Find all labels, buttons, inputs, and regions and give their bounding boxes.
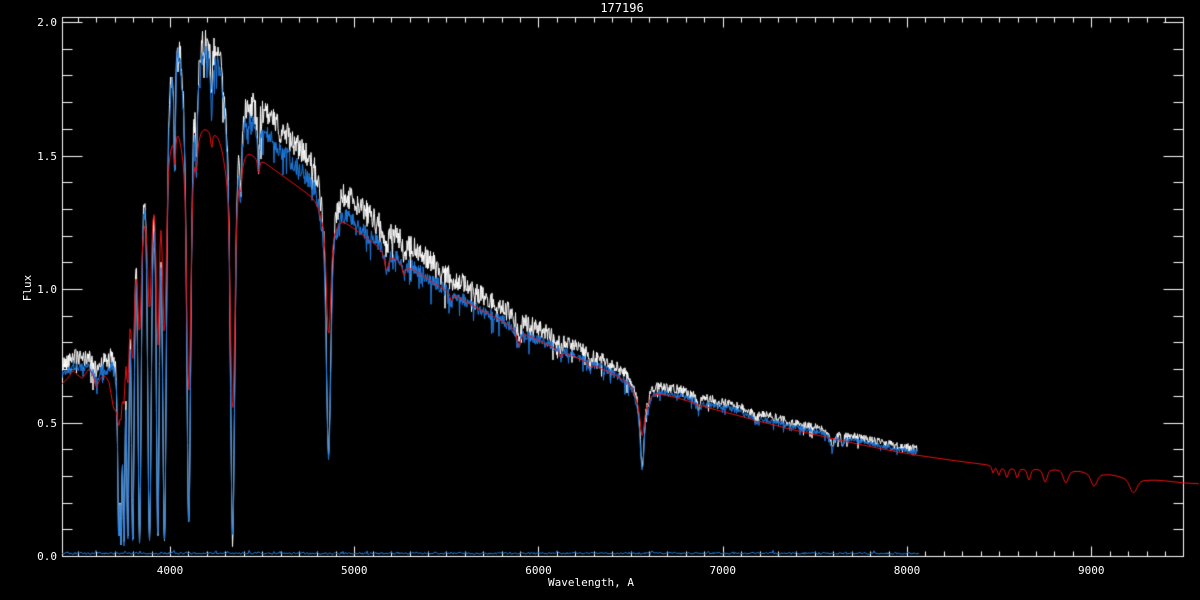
x-tick-label: 5000 — [340, 564, 368, 577]
y-tick-label: 1.0 — [37, 283, 57, 297]
x-axis-title: Wavelength, A — [547, 576, 635, 589]
x-tick-label: 7000 — [709, 564, 736, 577]
x-tick-label: 6000 — [525, 564, 552, 577]
x-tick-label: 8000 — [893, 564, 921, 577]
plot-title: 177196 — [600, 1, 644, 15]
y-tick-label: 0.5 — [37, 416, 57, 430]
x-tick-label: 4000 — [156, 564, 184, 577]
x-tick-label: 9000 — [1077, 564, 1105, 577]
y-tick-label: 0.0 — [37, 550, 57, 563]
y-tick-label: 2.0 — [37, 16, 57, 30]
y-tick-label: 1.5 — [37, 149, 57, 163]
